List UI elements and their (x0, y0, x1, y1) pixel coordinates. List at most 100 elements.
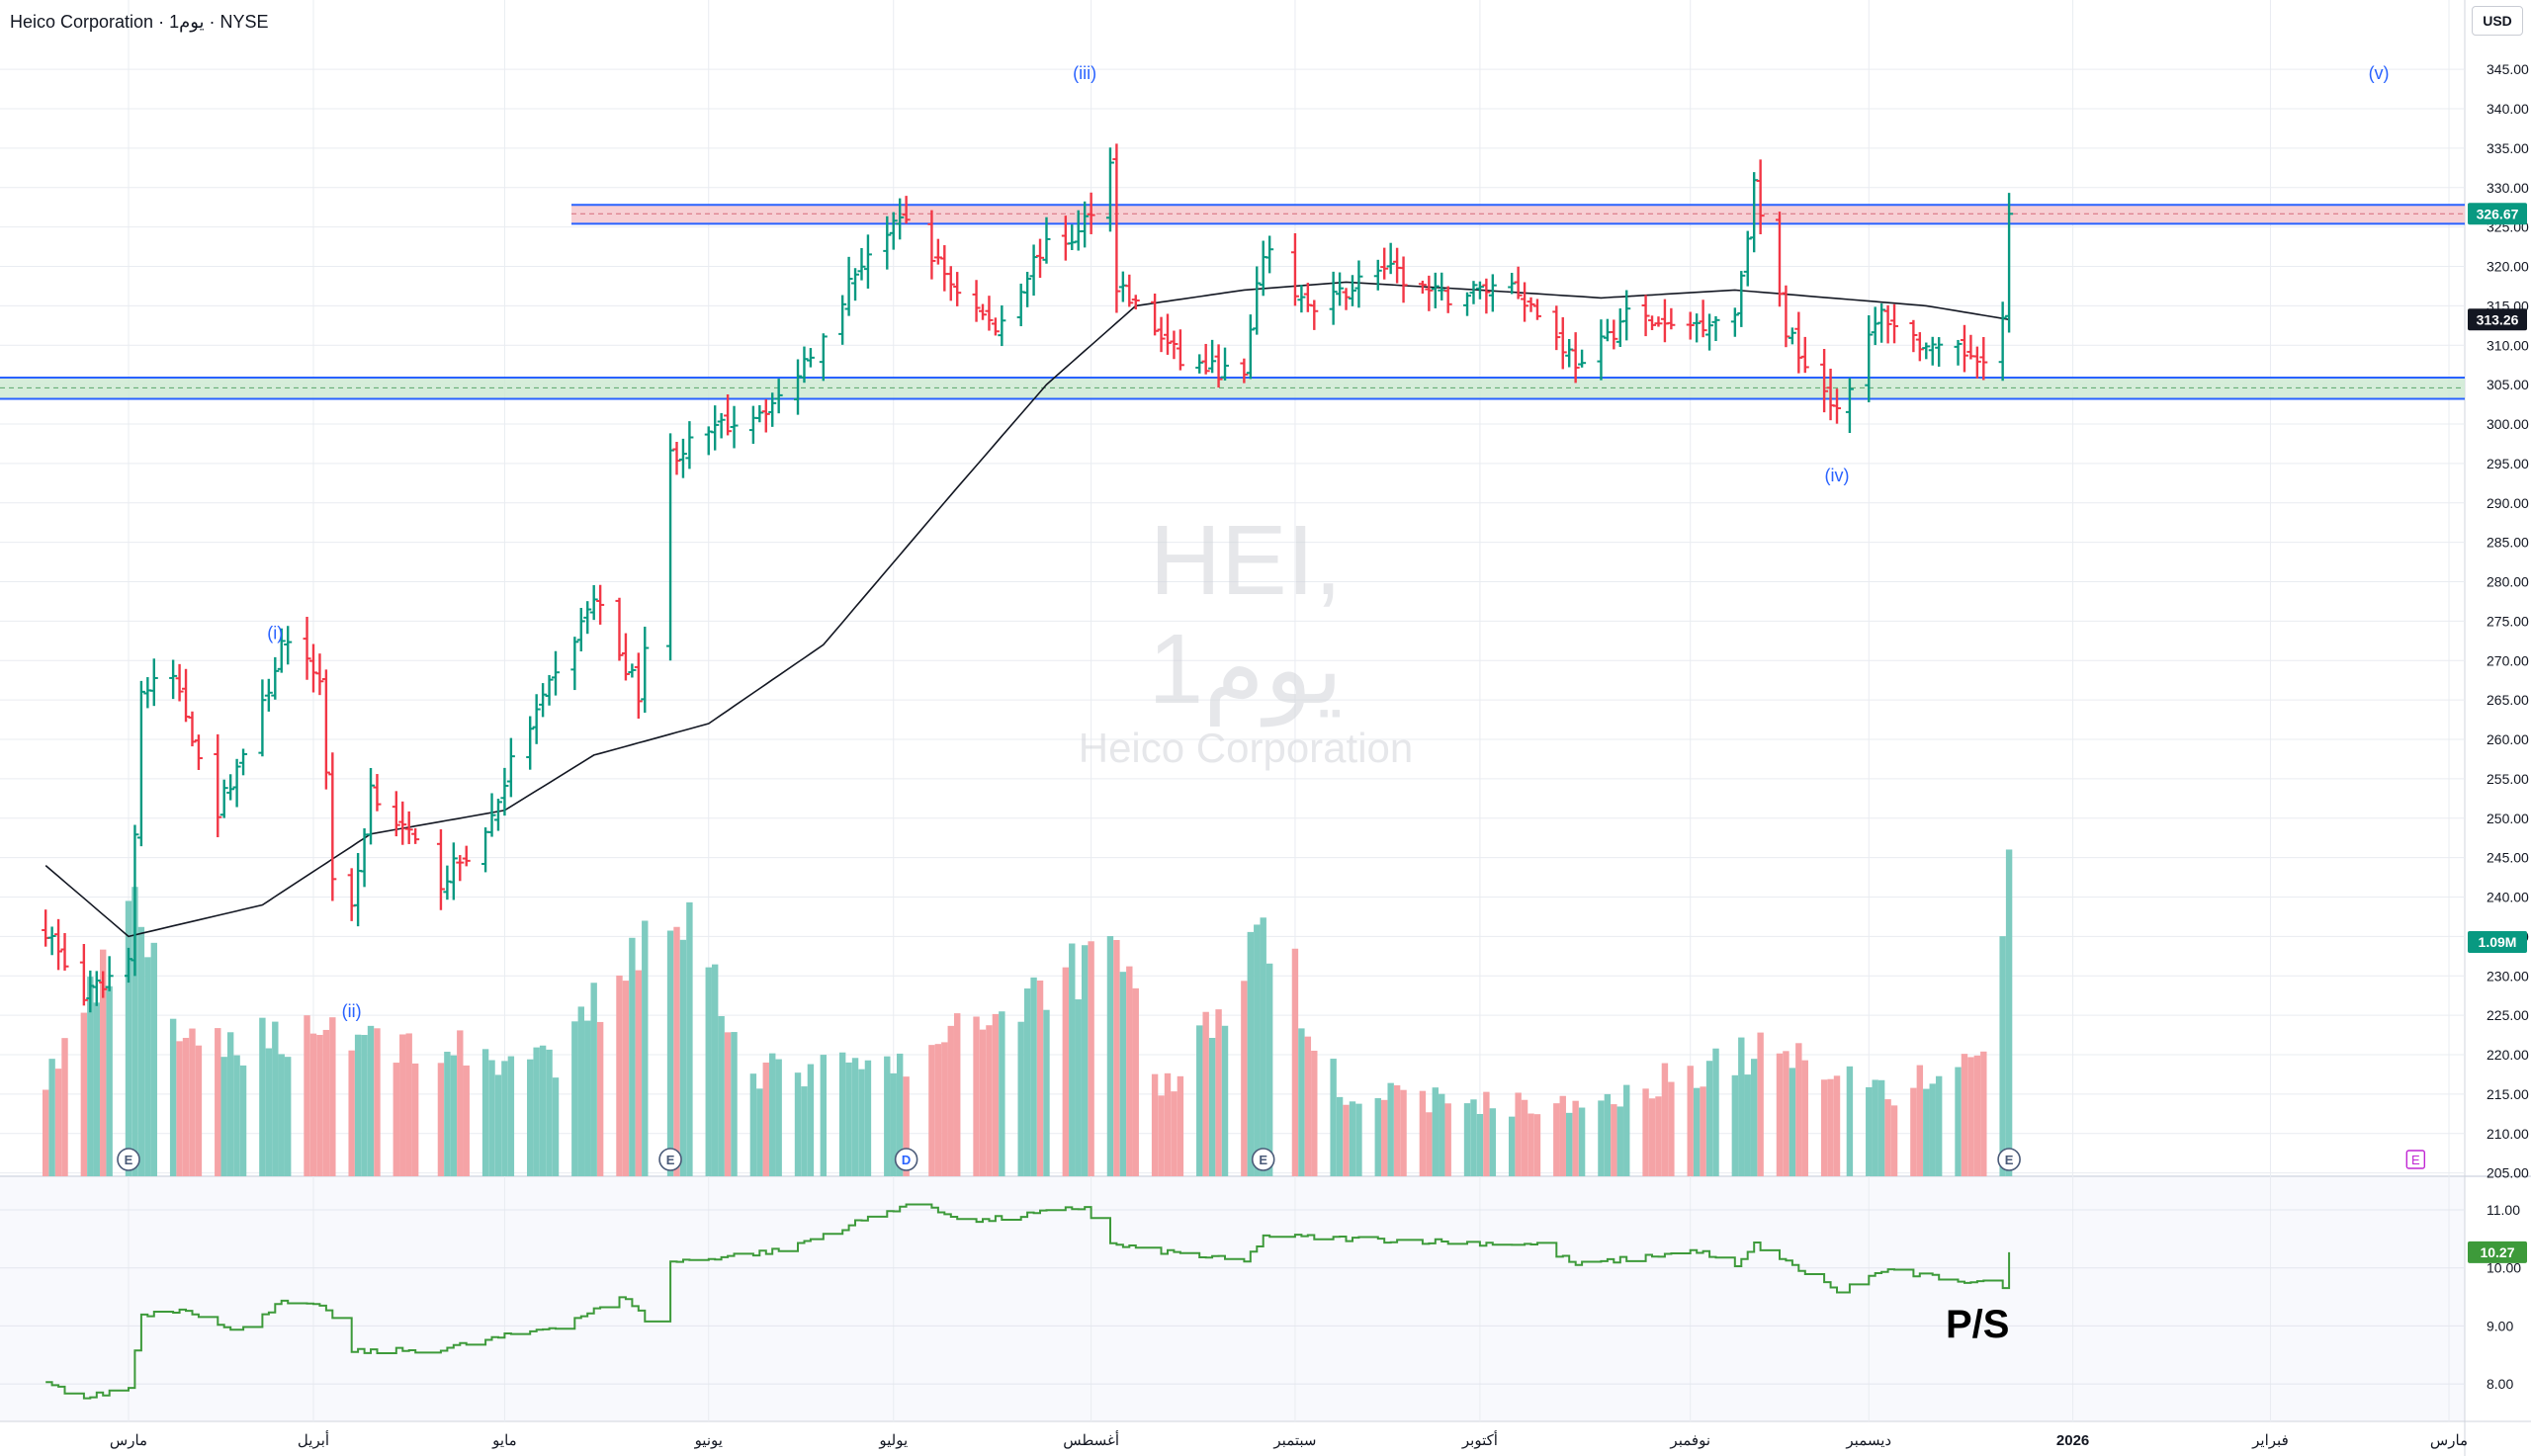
volume-bar (903, 1076, 910, 1176)
volume-bar (718, 1016, 725, 1176)
volume-bar (87, 977, 94, 1176)
volume-bar (1374, 1098, 1381, 1176)
ps-value-tag-text: 10.27 (2480, 1244, 2514, 1260)
volume-bar (189, 1028, 196, 1176)
future-earnings-marker[interactable] (2405, 1150, 2426, 1169)
volume-bar (1712, 1048, 1719, 1176)
resistance-zone[interactable] (571, 205, 2465, 224)
volume-bar (1846, 1066, 1854, 1176)
volume-bar (1151, 1073, 1159, 1176)
sma-value-tag-text: 313.26 (2477, 311, 2519, 327)
volume-bar (463, 1065, 470, 1176)
price-bars (42, 143, 2014, 1013)
volume-bar (399, 1034, 406, 1176)
time-axis-label: مارس (110, 1432, 147, 1449)
volume-bar (226, 1032, 234, 1176)
volume-bar (348, 1050, 355, 1176)
price-axis-label: 250.00 (2487, 811, 2529, 826)
volume-bar (1916, 1065, 1924, 1176)
volume-bar (1929, 1083, 1936, 1176)
volume-bar (354, 1034, 362, 1176)
volume-bar (1158, 1095, 1165, 1176)
volume-bar (954, 1013, 961, 1176)
volume-bar (1381, 1099, 1388, 1176)
price-axis-label: 295.00 (2487, 456, 2529, 471)
volume-bar (42, 1089, 49, 1176)
dividend-marker[interactable] (894, 1148, 918, 1171)
volume-bar (1171, 1091, 1178, 1176)
volume-bar (1106, 936, 1114, 1176)
volume-bar (979, 1029, 987, 1176)
volume-bar (1789, 1068, 1796, 1176)
volume-bar (1355, 1103, 1362, 1176)
volume-bar (616, 975, 623, 1176)
price-axis-label: 255.00 (2487, 771, 2529, 787)
time-axis[interactable]: مارس أبريل مايو يونيو يوليو أغسطس سبتمبر أكتوبر… (110, 1430, 2468, 1449)
ps-axis[interactable]: 11.00 10.00 9.00 8.00 (2487, 1202, 2521, 1392)
volume-bar (1910, 1087, 1917, 1176)
volume-bar (552, 1077, 560, 1176)
volume-bar (1069, 943, 1076, 1176)
volume-bar (1470, 1099, 1477, 1176)
volume-bar (590, 983, 597, 1176)
moving-average-line (44, 281, 2010, 938)
volume-bar (533, 1047, 540, 1176)
event-marker-letter: E (2005, 1153, 2014, 1167)
volume-bar (1266, 963, 1273, 1176)
volume-bar (437, 1063, 445, 1176)
price-axis-label: 280.00 (2487, 574, 2529, 590)
price-pane-bg (0, 0, 2465, 1176)
price-axis-label: 275.00 (2487, 613, 2529, 629)
symbol-watermark: HEI, 1يوم Heico Corporation (1048, 506, 1443, 773)
price-axis-label: 300.00 (2487, 416, 2529, 432)
volume-bar (1023, 988, 1031, 1176)
volume-bar (1400, 1089, 1407, 1176)
volume-bar (756, 1088, 763, 1176)
price-axis-label: 285.00 (2487, 535, 2529, 551)
price-axis-label: 310.00 (2487, 337, 2529, 353)
volume-bar (93, 1002, 100, 1176)
earnings-marker[interactable] (1251, 1148, 1275, 1171)
price-axis[interactable]: 345.00340.00335.00330.00325.00320.00315.… (2487, 61, 2529, 1181)
time-axis-label: يونيو (694, 1432, 723, 1449)
symbol-title[interactable]: Heico Corporation · 1يوم · NYSE (10, 12, 269, 32)
sma-value-tag (2468, 308, 2527, 331)
volume-bar (629, 937, 636, 1176)
volume-bar (845, 1062, 852, 1176)
volume-bar (1330, 1059, 1337, 1176)
volume-bar (1668, 1081, 1675, 1176)
volume-bar (278, 1054, 285, 1176)
volume-bar (1559, 1095, 1566, 1176)
volume-bar (820, 1055, 828, 1176)
volume-bar (1801, 1060, 1808, 1176)
volume-bar (577, 1006, 584, 1176)
volume-bar (1648, 1098, 1656, 1176)
price-axis-label: 270.00 (2487, 652, 2529, 668)
currency-button[interactable]: USD (2472, 6, 2523, 36)
volume-bar (1877, 1079, 1885, 1176)
volume-bar (973, 1016, 980, 1176)
price-axis-label: 245.00 (2487, 850, 2529, 866)
earnings-marker[interactable] (1997, 1148, 2021, 1171)
volume-bar (106, 985, 113, 1176)
volume-bar (1890, 1105, 1898, 1176)
volume-bar (1062, 967, 1070, 1176)
volume-bar (986, 1025, 993, 1176)
volume-bar (807, 1064, 815, 1176)
volume-bar (1343, 1104, 1350, 1176)
volume-bar (666, 930, 674, 1176)
earnings-marker[interactable] (117, 1148, 140, 1171)
volume-bar (1566, 1112, 1573, 1176)
ps-axis-label: 10.00 (2487, 1260, 2521, 1276)
earnings-marker[interactable] (658, 1148, 682, 1171)
wave-label: (i) (267, 623, 283, 642)
volume-bar (1483, 1091, 1490, 1176)
volume-bar (1973, 1055, 1981, 1176)
price-axis-label: 330.00 (2487, 180, 2529, 196)
volume-bar (794, 1072, 802, 1176)
volume-bar (731, 1032, 738, 1176)
volume-bar (125, 900, 132, 1176)
volume-bar (304, 1015, 310, 1176)
